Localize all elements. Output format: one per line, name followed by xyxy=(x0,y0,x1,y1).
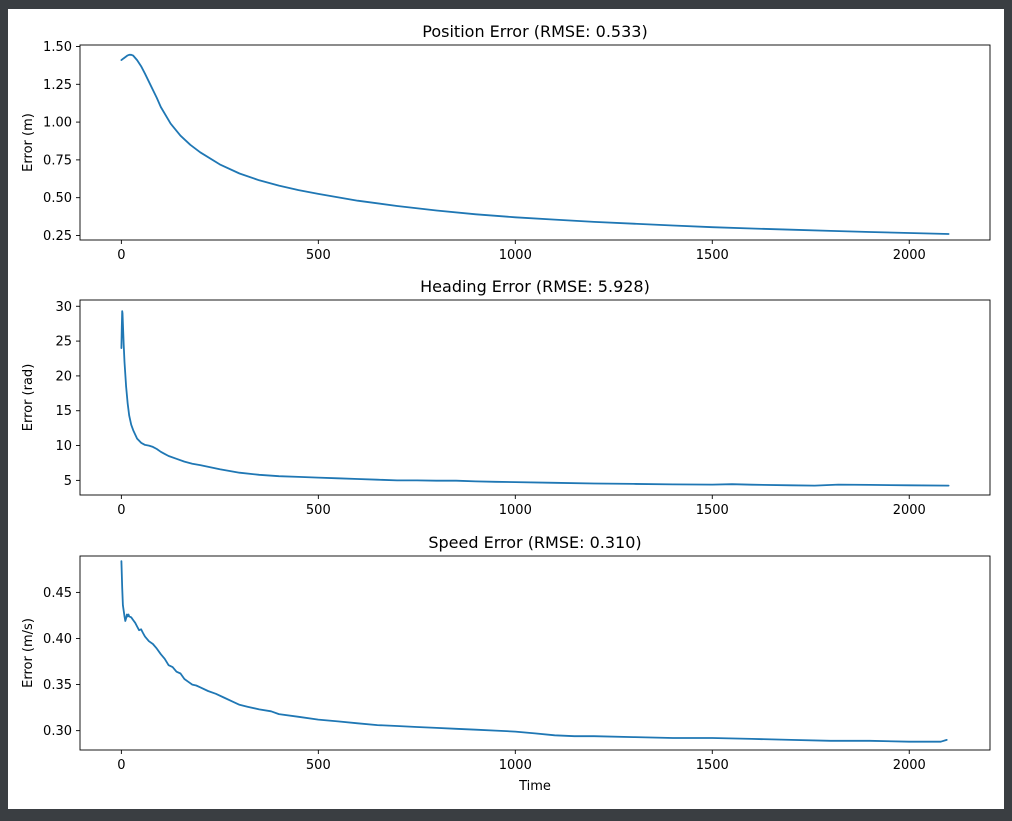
y-tick-label: 0.50 xyxy=(43,191,72,206)
x-tick-label: 2000 xyxy=(893,248,926,263)
x-tick-label: 500 xyxy=(306,758,331,773)
y-tick-label: 5 xyxy=(64,474,72,489)
x-tick-label: 0 xyxy=(117,503,125,518)
y-axis-label: Error (m/s) xyxy=(21,618,36,688)
y-tick-label: 0.25 xyxy=(43,229,72,244)
y-axis-label: Error (m) xyxy=(21,113,36,172)
series-line xyxy=(120,310,950,487)
axes-frame xyxy=(79,44,991,241)
figure: 0 500 1000 1500 2000 0.25 0.50 0.75 1.00 1.25 1.50… xyxy=(8,9,1004,809)
x-tick-label: 1000 xyxy=(499,248,532,263)
axes-frame xyxy=(79,299,991,496)
y-tick-label: 0.40 xyxy=(43,632,72,647)
y-tick-label: 20 xyxy=(55,369,72,384)
subplot-2 xyxy=(76,299,991,499)
y-tick-label: 0.45 xyxy=(43,586,72,601)
chart-figure: 0 500 1000 1500 20000.250.500.751.001.251.50… xyxy=(21,22,991,794)
x-tick-label: 2000 xyxy=(893,758,926,773)
axes-frame xyxy=(79,555,991,751)
x-tick-label: 1000 xyxy=(499,758,532,773)
y-tick-label: 10 xyxy=(55,439,72,454)
x-tick-label: 1500 xyxy=(696,503,729,518)
x-tick-label: 0 xyxy=(117,248,125,263)
y-tick-label: 25 xyxy=(55,335,72,350)
x-tick-label: 1000 xyxy=(499,503,532,518)
y-tick-label: 0.75 xyxy=(43,153,72,168)
subplot-1 xyxy=(76,44,991,244)
x-tick-label: 500 xyxy=(306,248,331,263)
x-tick-label: 1500 xyxy=(696,758,729,773)
x-tick-label: 1500 xyxy=(696,248,729,263)
x-tick-label: 0 xyxy=(117,758,125,773)
chart-title: Heading Error (RMSE: 5.928) xyxy=(420,277,650,296)
y-tick-label: 1.25 xyxy=(43,78,72,93)
y-tick-label: 1.00 xyxy=(43,116,72,131)
series-line xyxy=(120,560,948,743)
chart-title: Speed Error (RMSE: 0.310) xyxy=(428,533,641,552)
series-line xyxy=(120,53,950,235)
x-tick-label: 500 xyxy=(306,503,331,518)
chart-title: Position Error (RMSE: 0.533) xyxy=(422,22,647,41)
y-tick-label: 0.30 xyxy=(43,724,72,739)
x-axis-label: Time xyxy=(518,779,551,794)
y-tick-label: 1.50 xyxy=(43,40,72,55)
x-tick-label: 2000 xyxy=(893,503,926,518)
y-axis-label: Error (rad) xyxy=(21,364,36,432)
subplot-3 xyxy=(76,555,991,754)
y-tick-label: 30 xyxy=(55,300,72,315)
y-tick-label: 15 xyxy=(55,404,72,419)
y-tick-label: 0.35 xyxy=(43,678,72,693)
